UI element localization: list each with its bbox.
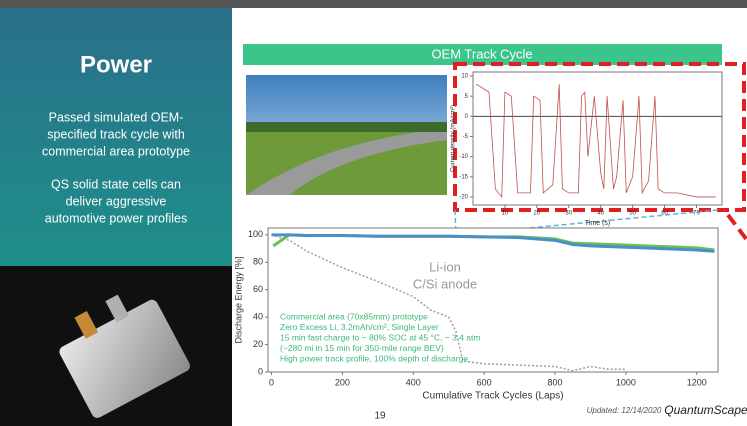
y-tick-label: -20 — [459, 195, 468, 201]
note: (~280 mi in 15 min for 350-mile range BE… — [280, 343, 444, 353]
y-tick-label: 40 — [253, 312, 263, 322]
x-tick-label: 50 — [629, 211, 636, 217]
zoom-arrow — [726, 213, 747, 242]
y-tick-label: 10 — [461, 74, 468, 80]
y-tick-label: 80 — [253, 257, 263, 267]
annotation: Li-ion — [429, 259, 461, 274]
sidebar-title: Power — [80, 51, 152, 78]
note: High power track profile, 100% depth of … — [280, 353, 468, 363]
y-tick-label: -5 — [463, 134, 469, 140]
x-tick-label: 200 — [335, 377, 350, 387]
note: 15 min fast charge to ~ 80% SOC at 45 °C… — [280, 332, 480, 342]
y-tick-label: 20 — [253, 339, 263, 349]
x-tick-label: 600 — [477, 377, 492, 387]
x-tick-label: 400 — [406, 377, 421, 387]
x-tick-label: 800 — [547, 377, 562, 387]
x-tick-label: 30 — [565, 211, 572, 217]
updated: Updated: 12/14/2020 — [587, 406, 662, 415]
x-axis-label: Time (s) — [585, 220, 610, 227]
pouch-cell — [59, 294, 190, 418]
y-tick-label: -15 — [459, 174, 468, 180]
y-tick-label: -10 — [459, 154, 468, 160]
sidebar-text: deliver aggressive — [66, 194, 167, 208]
y-axis-label: Current density (mA/cm²) — [451, 105, 457, 172]
page-number: 19 — [374, 411, 386, 422]
sidebar-text: QS solid state cells can — [51, 177, 181, 191]
plot-area — [267, 227, 719, 373]
sidebar-text: automotive power profiles — [45, 211, 187, 225]
note: Zero Excess Li, 3.2mAh/cm², Single Layer — [280, 322, 439, 332]
y-tick-label: 0 — [258, 366, 263, 376]
x-tick-label: 1000 — [616, 377, 636, 387]
x-tick-label: 10 — [502, 211, 509, 217]
note: Commercial area (70x85mm) prototype — [280, 311, 428, 321]
top-bar — [0, 0, 747, 8]
banner — [243, 44, 722, 65]
y-axis-label: Discharge Energy [%] — [233, 256, 243, 343]
x-tick-label: 0 — [269, 377, 274, 387]
x-tick-label: 1200 — [687, 377, 707, 387]
series-line — [475, 83, 716, 199]
track-photo — [246, 75, 447, 195]
series-line — [271, 233, 715, 253]
series-line — [271, 234, 626, 372]
x-tick-label: 40 — [597, 211, 604, 217]
banner-title: OEM Track Cycle — [431, 46, 532, 61]
x-axis-label: Cumulative Track Cycles (Laps) — [422, 391, 563, 402]
y-tick-label: 60 — [253, 284, 263, 294]
annotation: C/Si anode — [413, 276, 477, 291]
sidebar-text: commercial area prototype — [42, 144, 190, 158]
y-tick-label: 0 — [465, 114, 469, 120]
sidebar — [0, 8, 232, 266]
sidebar-text: Passed simulated OEM- — [49, 110, 184, 124]
y-tick-label: 100 — [248, 229, 263, 239]
y-tick-label: 5 — [465, 94, 469, 100]
x-tick-label: 20 — [534, 211, 541, 217]
x-tick-label: 70 — [693, 211, 700, 217]
logo: QuantumScape — [664, 403, 747, 417]
sidebar-text: specified track cycle with — [47, 127, 185, 141]
x-tick-label: 60 — [661, 211, 668, 217]
zoom-box — [453, 62, 746, 212]
